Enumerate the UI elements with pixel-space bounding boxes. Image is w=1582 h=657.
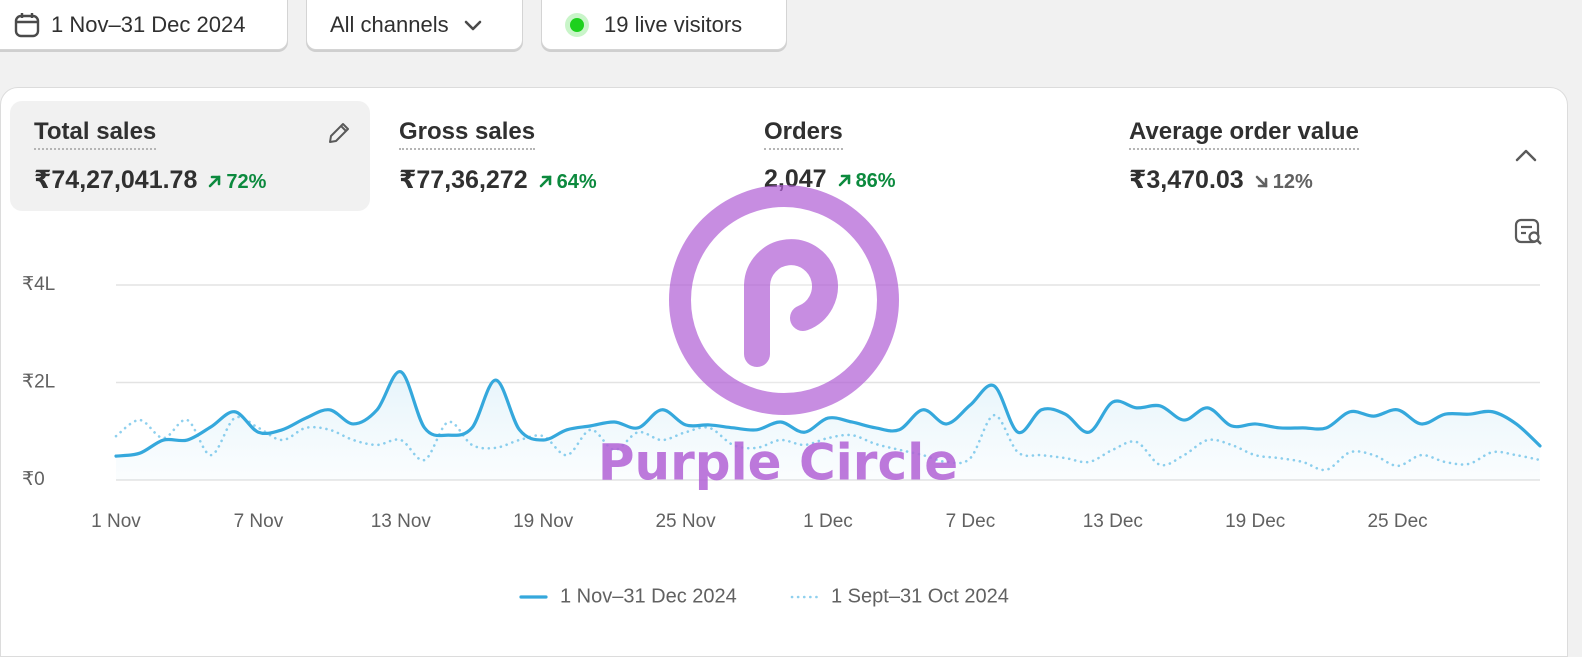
y-tick-label: ₹2L xyxy=(22,372,55,393)
collapse-icon[interactable] xyxy=(1514,148,1538,164)
x-tick-label: 7 Dec xyxy=(946,511,996,532)
metric-card[interactable]: Gross sales ₹77,36,272 64% xyxy=(375,101,735,211)
live-visitors-button[interactable]: 19 live visitors xyxy=(541,0,787,50)
legend-label: 1 Sept–31 Oct 2024 xyxy=(831,585,1009,607)
trend-arrow xyxy=(1255,175,1268,188)
edit-icon[interactable] xyxy=(326,120,352,146)
x-tick-label: 25 Dec xyxy=(1367,511,1427,532)
metric-value: ₹3,470.03 xyxy=(1129,166,1244,194)
x-tick-label: 19 Dec xyxy=(1225,511,1285,532)
metric-change: 12% xyxy=(1254,171,1313,193)
metric-change: 64% xyxy=(538,171,597,193)
chart-search-icon[interactable] xyxy=(1514,217,1544,247)
metric-change-value: 72% xyxy=(226,171,267,193)
metric-value-row: ₹3,470.03 12% xyxy=(1129,165,1313,195)
x-tick-label: 7 Nov xyxy=(234,511,284,532)
x-tick-label: 25 Nov xyxy=(655,511,716,532)
date-range: 1 Nov–31 Dec 2024 xyxy=(51,11,246,37)
metric-card[interactable]: Total sales ₹74,27,041.78 72% xyxy=(10,101,370,211)
trend-arrow xyxy=(209,175,221,188)
metric-change: 72% xyxy=(207,171,266,193)
metric-title: Total sales xyxy=(34,118,157,150)
y-tick-label: ₹0 xyxy=(22,469,45,490)
trend-arrow xyxy=(838,174,850,187)
area xyxy=(116,371,1540,480)
metric-title: Average order value xyxy=(1129,118,1359,150)
series-line xyxy=(114,370,1542,458)
trend-arrow xyxy=(539,175,551,188)
legend-label: 1 Nov–31 Dec 2024 xyxy=(560,585,737,607)
metric-change-value: 64% xyxy=(556,171,597,193)
live-dot xyxy=(565,12,589,37)
metric-value-row: ₹74,27,041.78 72% xyxy=(34,165,266,195)
channel-button[interactable]: All channels xyxy=(306,0,523,50)
live-visitors: 19 live visitors xyxy=(604,11,743,37)
metric-value: ₹77,36,272 xyxy=(399,166,528,194)
metric-change-value: 12% xyxy=(1272,171,1313,193)
x-tick-label: 19 Nov xyxy=(513,511,574,532)
channel: All channels xyxy=(330,11,449,37)
calendar-icon xyxy=(14,12,40,37)
x-tick-label: 13 Nov xyxy=(371,511,432,532)
metric-card[interactable]: Average order value ₹3,470.03 12% xyxy=(1105,101,1465,211)
metric-value: ₹74,27,041.78 xyxy=(34,166,198,194)
chevron-down xyxy=(464,20,481,30)
metric-value-row: ₹77,36,272 64% xyxy=(399,165,597,195)
metric-title: Orders xyxy=(764,118,843,150)
y-tick-label: ₹4L xyxy=(22,274,55,295)
x-tick-label: 1 Dec xyxy=(803,511,853,532)
date-range-button[interactable]: 1 Nov–31 Dec 2024 xyxy=(0,0,288,50)
metric-title: Gross sales xyxy=(399,118,536,150)
x-tick-label: 1 Nov xyxy=(91,511,141,532)
x-tick-label: 13 Dec xyxy=(1083,511,1143,532)
